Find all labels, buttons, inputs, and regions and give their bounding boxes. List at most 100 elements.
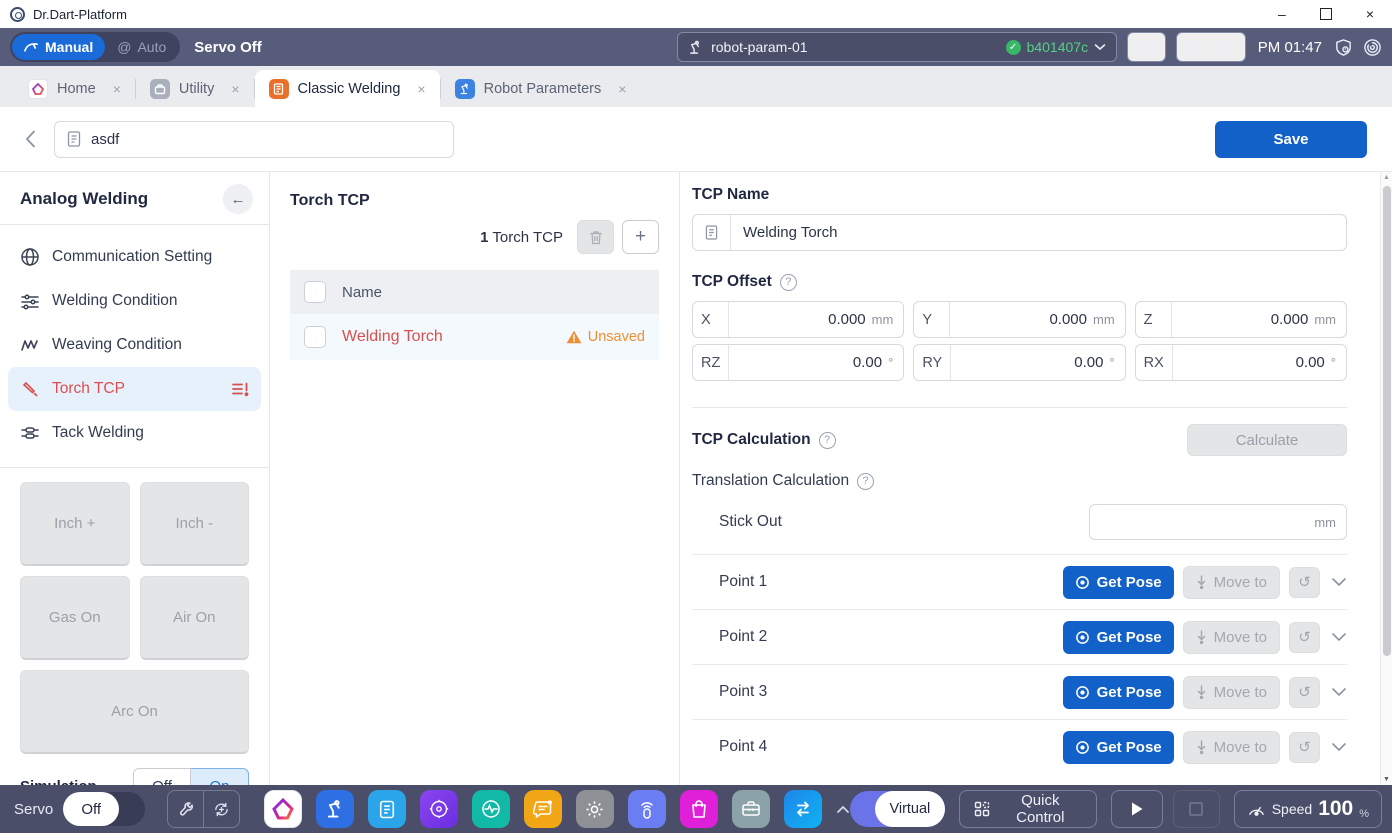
app-icon-store[interactable] <box>679 790 718 828</box>
inch-minus-button[interactable]: Inch - <box>139 482 249 566</box>
row-checkbox[interactable] <box>304 326 326 348</box>
tab-utility[interactable]: Utility × <box>136 71 254 107</box>
reset-button[interactable]: ↺ <box>1289 676 1320 708</box>
move-to-button[interactable]: Move to <box>1182 620 1280 654</box>
app-icon-settings[interactable] <box>575 790 614 828</box>
sidebar-item-torch-tcp[interactable]: Torch TCP <box>8 367 261 411</box>
app-icon-program[interactable] <box>367 790 406 828</box>
recovery-dial-icon[interactable] <box>1363 38 1382 57</box>
app-icon-task-switch[interactable] <box>783 790 822 828</box>
app-icon-home[interactable] <box>263 790 302 828</box>
table-row[interactable]: Welding Torch Unsaved <box>290 314 659 360</box>
safety-shield-icon[interactable] <box>1334 38 1353 57</box>
translation-calculation-title: Translation Calculation <box>692 472 850 489</box>
calculate-button[interactable]: Calculate <box>1187 424 1347 456</box>
close-button[interactable]: × <box>1365 6 1374 22</box>
sidebar-item-communication-setting[interactable]: Communication Setting <box>8 235 261 279</box>
tcp-count-label: Torch TCP <box>492 228 563 246</box>
expand-chevron-icon[interactable] <box>1331 687 1347 697</box>
tab-robot-parameters-close-icon[interactable]: × <box>618 81 627 97</box>
tab-classic-welding-close-icon[interactable]: × <box>417 80 426 97</box>
tab-home-close-icon[interactable]: × <box>112 81 121 97</box>
app-icon-monitoring[interactable] <box>471 790 510 828</box>
scroll-up-arrow[interactable]: ▲ <box>1383 174 1390 181</box>
sidebar-item-welding-condition[interactable]: Welding Condition <box>8 279 261 323</box>
expand-chevron-icon[interactable] <box>1331 577 1347 587</box>
save-button[interactable]: Save <box>1215 120 1367 158</box>
manual-mode-button[interactable]: Manual <box>12 34 106 60</box>
robot-param-select[interactable]: robot-param-01 ✓ b401407c <box>677 32 1118 62</box>
reset-button[interactable]: ↺ <box>1289 731 1320 763</box>
get-pose-button[interactable]: Get Pose <box>1062 675 1174 709</box>
app-icon-jog[interactable] <box>419 790 458 828</box>
tcp-count: 1 Torch TCP <box>480 229 563 246</box>
sidebar-item-tack-welding[interactable]: Tack Welding <box>8 411 261 455</box>
tool-button[interactable]: Tool <box>1176 32 1246 62</box>
offset-field-ry[interactable]: RY 0.00 ° <box>913 344 1126 381</box>
open-folder-button[interactable] <box>1127 32 1167 62</box>
add-tcp-button[interactable]: + <box>622 220 659 254</box>
quick-control-button[interactable]: Quick Control <box>958 790 1097 828</box>
sidebar-collapse-button[interactable]: ← <box>223 184 253 214</box>
scrollbar-thumb[interactable] <box>1383 186 1391 656</box>
vertical-scrollbar[interactable]: ▲ ▼ <box>1380 172 1392 785</box>
help-icon[interactable]: ? <box>818 431 836 449</box>
stop-button[interactable] <box>1173 790 1220 828</box>
classic-welding-tab-icon <box>268 78 289 99</box>
inch-plus-button[interactable]: Inch + <box>20 482 130 566</box>
help-icon[interactable]: ? <box>779 273 797 291</box>
offset-field-x[interactable]: X 0.000 mm <box>692 301 905 338</box>
speed-unit: % <box>1359 808 1370 820</box>
more-apps-chevron-icon[interactable] <box>836 805 850 814</box>
stick-out-input[interactable] <box>1100 513 1315 531</box>
move-to-button[interactable]: Move to <box>1182 675 1280 709</box>
tab-robot-parameters[interactable]: Robot Parameters × <box>441 71 641 107</box>
app-icon-toolbox[interactable] <box>731 790 770 828</box>
tcp-name-field[interactable]: Welding Torch <box>692 214 1347 251</box>
virtual-mode-toggle[interactable]: Virtual <box>849 791 945 827</box>
gas-on-button[interactable]: Gas On <box>20 576 130 660</box>
app-icon-remote[interactable] <box>627 790 666 828</box>
expand-chevron-icon[interactable] <box>1331 742 1347 752</box>
reset-button[interactable]: ↺ <box>1289 621 1320 653</box>
app-icon-robot-arm[interactable] <box>315 790 354 828</box>
get-pose-button[interactable]: Get Pose <box>1062 620 1174 654</box>
auto-mode-button[interactable]: @ Auto <box>105 34 178 60</box>
tcp-offset-title: TCP Offset <box>692 273 772 290</box>
tab-home[interactable]: Home × <box>14 71 135 107</box>
get-pose-button[interactable]: Get Pose <box>1062 730 1174 764</box>
target-icon <box>1075 685 1090 700</box>
column-header-name: Name <box>342 283 383 301</box>
offset-field-z[interactable]: Z 0.000 mm <box>1134 301 1347 338</box>
offset-field-y[interactable]: Y 0.000 mm <box>913 301 1126 338</box>
scroll-down-arrow[interactable]: ▼ <box>1383 776 1390 783</box>
page-toolbar: Save <box>0 107 1392 172</box>
wrench-button[interactable] <box>168 791 203 827</box>
expand-chevron-icon[interactable] <box>1331 632 1347 642</box>
offset-field-rx[interactable]: RX 0.00 ° <box>1134 344 1347 381</box>
point-label: Point 3 <box>719 683 768 700</box>
select-all-checkbox[interactable] <box>304 281 326 303</box>
sidebar-item-weaving-condition[interactable]: Weaving Condition <box>8 323 261 367</box>
reset-button[interactable]: ↺ <box>1289 566 1320 598</box>
play-button[interactable] <box>1110 790 1164 828</box>
offset-field-rz[interactable]: RZ 0.00 ° <box>692 344 905 381</box>
speed-control[interactable]: Speed 100 % <box>1233 790 1383 828</box>
arc-on-button[interactable]: Arc On <box>20 670 249 754</box>
maximize-button[interactable] <box>1319 8 1332 20</box>
file-name-input[interactable] <box>91 130 441 148</box>
move-to-button[interactable]: Move to <box>1182 730 1280 764</box>
back-button[interactable] <box>25 130 36 148</box>
sliders-icon <box>20 291 40 311</box>
help-icon[interactable]: ? <box>857 472 875 490</box>
move-to-button[interactable]: Move to <box>1182 565 1280 599</box>
app-icon-message[interactable] <box>523 790 562 828</box>
minimize-button[interactable]: – <box>1278 6 1286 22</box>
delete-tcp-button[interactable] <box>577 220 614 254</box>
get-pose-button[interactable]: Get Pose <box>1062 565 1174 599</box>
sync-button[interactable] <box>203 791 238 827</box>
tab-utility-close-icon[interactable]: × <box>231 81 240 97</box>
tab-classic-welding[interactable]: Classic Welding × <box>254 70 440 107</box>
servo-toggle[interactable]: Off <box>63 792 146 826</box>
air-on-button[interactable]: Air On <box>139 576 249 660</box>
